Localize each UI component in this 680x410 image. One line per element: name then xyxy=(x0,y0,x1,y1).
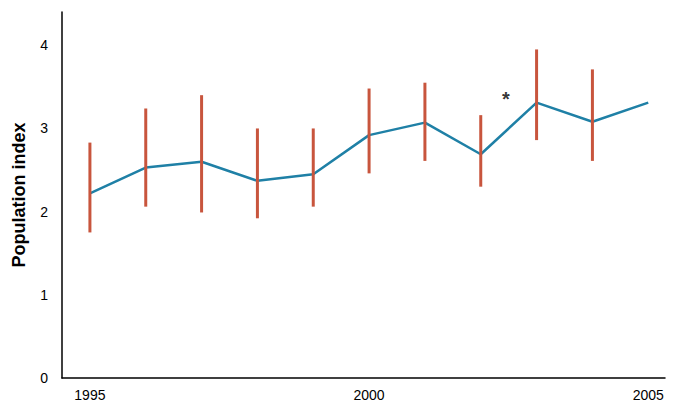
svg-text:2000: 2000 xyxy=(354,387,385,403)
svg-text:1: 1 xyxy=(40,287,48,303)
svg-text:3: 3 xyxy=(40,120,48,136)
svg-text:*: * xyxy=(502,88,510,110)
svg-text:1995: 1995 xyxy=(74,387,105,403)
svg-text:2: 2 xyxy=(40,204,48,220)
svg-text:Population index: Population index xyxy=(9,122,29,267)
svg-text:2005: 2005 xyxy=(633,387,664,403)
svg-text:0: 0 xyxy=(40,370,48,386)
svg-text:4: 4 xyxy=(40,37,48,53)
